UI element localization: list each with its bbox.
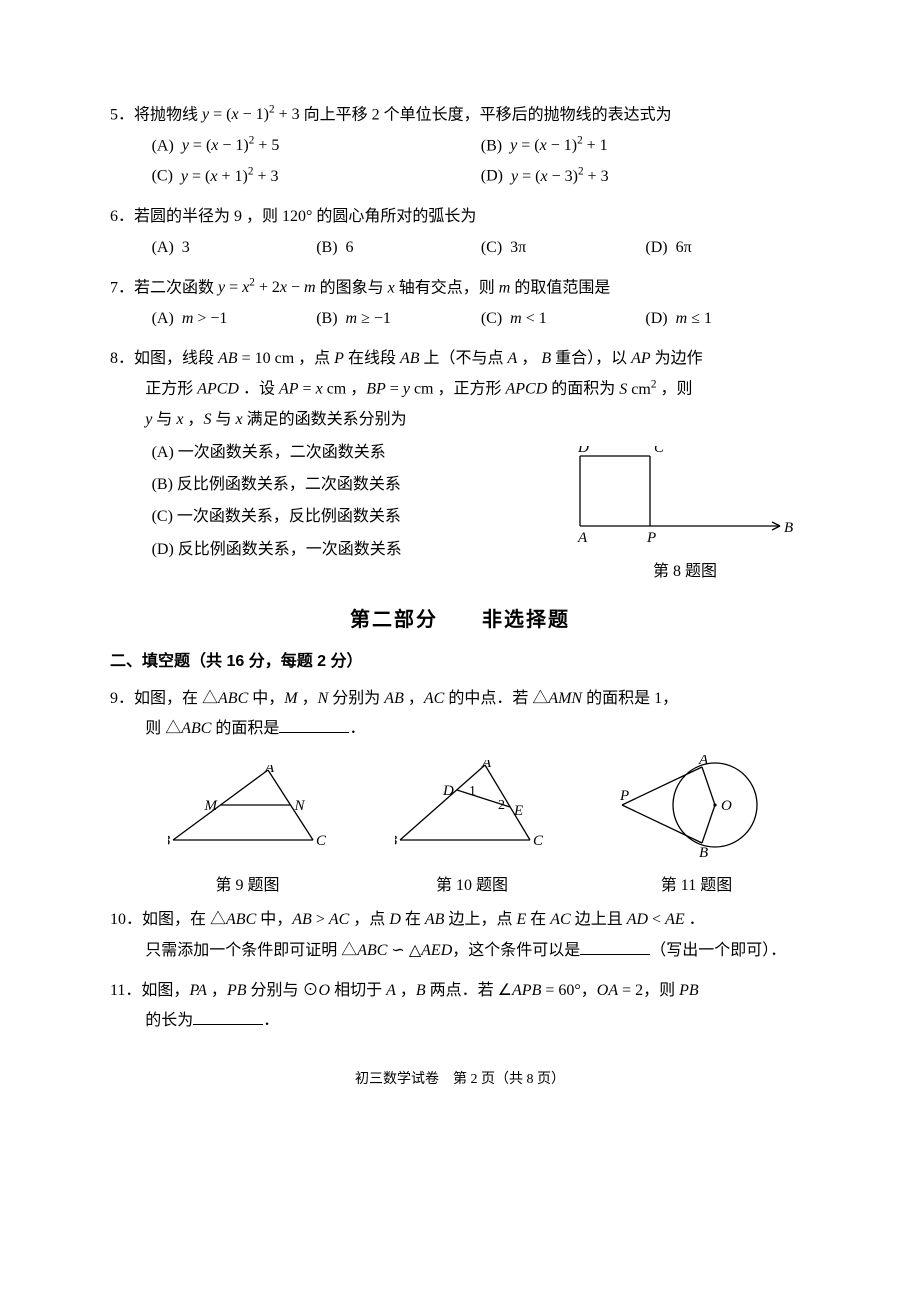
q5-opt-a: (A) y = (x − 1)2 + 5 bbox=[152, 131, 481, 162]
svg-text:N: N bbox=[293, 798, 305, 814]
svg-text:A: A bbox=[577, 530, 588, 546]
q6-opt-b: (B) 6 bbox=[316, 233, 481, 263]
q6-opt-c: (C) 3π bbox=[481, 233, 646, 263]
svg-text:B: B bbox=[395, 833, 397, 849]
svg-text:C: C bbox=[654, 446, 665, 456]
figures-row: A B C M N 第 9 题图 A B C D E 1 2 第 10 题图 P A B O 第 11 题… bbox=[110, 755, 810, 902]
question-6: 6．若圆的半径为 9 ，则 120° 的圆心角所对的弧长为 (A) 3 (B) … bbox=[110, 202, 810, 263]
svg-text:B: B bbox=[168, 833, 170, 849]
q8-opt-b: (B) 反比例函数关系，二次函数关系 bbox=[152, 470, 560, 500]
svg-text:E: E bbox=[513, 803, 523, 819]
q7-opt-c: (C) m < 1 bbox=[481, 304, 646, 334]
q11-stem-2: 的长为． bbox=[110, 1006, 810, 1036]
section-2-title: 第二部分 非选择题 bbox=[110, 601, 810, 639]
question-11: 11．如图，PA ，PB 分别与 ⊙O 相切于 A ，B 两点．若 ∠APB =… bbox=[110, 976, 810, 1037]
q8-stem-3: y 与 x ，S 与 x 满足的函数关系分别为 bbox=[110, 405, 810, 435]
q8-opt-c: (C) 一次函数关系，反比例函数关系 bbox=[152, 502, 560, 532]
q5-opt-d: (D) y = (x − 3)2 + 3 bbox=[481, 161, 810, 192]
q11-blank bbox=[193, 1008, 263, 1025]
svg-text:A: A bbox=[481, 760, 492, 771]
question-10: 10．如图，在 △ABC 中，AB > AC ，点 D 在 AB 边上，点 E … bbox=[110, 905, 810, 966]
question-5: 5．将抛物线 y = (x − 1)2 + 3 向上平移 2 个单位长度，平移后… bbox=[110, 100, 810, 192]
figure-11: P A B O bbox=[617, 755, 777, 860]
question-7: 7．若二次函数 y = x2 + 2x − m 的图象与 x 轴有交点，则 m … bbox=[110, 273, 810, 334]
svg-text:D: D bbox=[577, 446, 589, 456]
q6-opt-d: (D) 6π bbox=[645, 233, 810, 263]
q10-stem-2: 只需添加一个条件即可证明 △ABC ∽ △AED，这个条件可以是（写出一个即可）… bbox=[110, 936, 810, 966]
svg-text:A: A bbox=[698, 755, 709, 768]
q7-stem: 7．若二次函数 y = x2 + 2x − m 的图象与 x 轴有交点，则 m … bbox=[110, 273, 810, 304]
figure-9-caption: 第 9 题图 bbox=[168, 871, 328, 901]
svg-text:P: P bbox=[646, 530, 656, 546]
q5-opt-c: (C) y = (x + 1)2 + 3 bbox=[152, 161, 481, 192]
q7-opt-a: (A) m > −1 bbox=[152, 304, 317, 334]
svg-text:B: B bbox=[784, 520, 793, 536]
q6-opt-a: (A) 3 bbox=[152, 233, 317, 263]
q8-stem-2: 正方形 APCD ．设 AP = x cm ，BP = y cm ，正方形 AP… bbox=[110, 374, 810, 405]
question-9: 9．如图，在 △ABC 中，M ，N 分别为 AB ，AC 的中点．若 △AMN… bbox=[110, 684, 810, 745]
svg-text:D: D bbox=[442, 783, 454, 799]
figure-11-caption: 第 11 题图 bbox=[617, 871, 777, 901]
svg-text:P: P bbox=[619, 788, 629, 804]
svg-text:1: 1 bbox=[469, 784, 476, 799]
question-8: 8．如图，线段 AB = 10 cm ，点 P 在线段 AB 上（不与点 A ，… bbox=[110, 344, 810, 587]
figure-9: A B C M N bbox=[168, 765, 328, 860]
svg-text:2: 2 bbox=[498, 798, 505, 813]
q7-opt-d: (D) m ≤ 1 bbox=[645, 304, 810, 334]
svg-text:M: M bbox=[203, 798, 218, 814]
q9-blank bbox=[279, 716, 349, 733]
figure-10-caption: 第 10 题图 bbox=[395, 871, 550, 901]
svg-text:A: A bbox=[264, 765, 275, 776]
svg-text:B: B bbox=[699, 845, 708, 860]
q8-opt-a: (A) 一次函数关系，二次函数关系 bbox=[152, 438, 560, 468]
figure-8: A P B D C bbox=[570, 446, 800, 546]
svg-text:O: O bbox=[721, 798, 732, 814]
q5-opt-b: (B) y = (x − 1)2 + 1 bbox=[481, 131, 810, 162]
svg-text:C: C bbox=[533, 833, 544, 849]
svg-text:C: C bbox=[316, 833, 327, 849]
q6-stem: 6．若圆的半径为 9 ，则 120° 的圆心角所对的弧长为 bbox=[110, 202, 810, 232]
page-footer: 初三数学试卷 第 2 页（共 8 页） bbox=[110, 1067, 810, 1094]
q10-blank bbox=[580, 938, 650, 955]
figure-10: A B C D E 1 2 bbox=[395, 760, 550, 860]
q11-stem-1: 11．如图，PA ，PB 分别与 ⊙O 相切于 A ，B 两点．若 ∠APB =… bbox=[110, 976, 810, 1006]
q8-stem-1: 8．如图，线段 AB = 10 cm ，点 P 在线段 AB 上（不与点 A ，… bbox=[110, 344, 810, 374]
q8-opt-d: (D) 反比例函数关系，一次函数关系 bbox=[152, 535, 560, 565]
q9-stem-1: 9．如图，在 △ABC 中，M ，N 分别为 AB ，AC 的中点．若 △AMN… bbox=[110, 684, 810, 714]
q5-stem: 5．将抛物线 y = (x − 1)2 + 3 向上平移 2 个单位长度，平移后… bbox=[110, 100, 810, 131]
q9-stem-2: 则 △ABC 的面积是． bbox=[110, 714, 810, 744]
q10-stem-1: 10．如图，在 △ABC 中，AB > AC ，点 D 在 AB 边上，点 E … bbox=[110, 905, 810, 935]
figure-8-caption: 第 8 题图 bbox=[560, 557, 810, 587]
section-2-sub: 二、填空题（共 16 分，每题 2 分） bbox=[110, 647, 810, 677]
q7-opt-b: (B) m ≥ −1 bbox=[316, 304, 481, 334]
